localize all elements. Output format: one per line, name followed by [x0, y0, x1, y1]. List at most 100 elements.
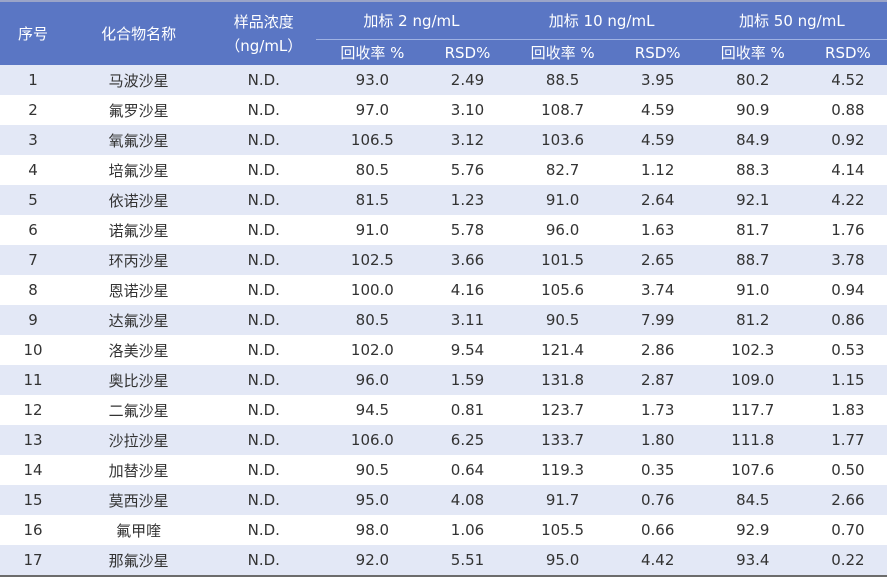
cell-index: 11	[0, 365, 67, 395]
cell-compound-name: 加替沙星	[66, 455, 212, 485]
cell-rsd-50: 0.86	[808, 305, 887, 335]
cell-recovery-10: 121.4	[506, 335, 619, 365]
cell-compound-name: 达氟沙星	[66, 305, 212, 335]
header-concentration: 样品浓度 （ng/mL）	[211, 2, 317, 65]
cell-rsd-2: 3.10	[428, 95, 507, 125]
cell-concentration: N.D.	[211, 365, 317, 395]
cell-recovery-50: 92.1	[696, 185, 809, 215]
cell-index: 1	[0, 65, 67, 95]
cell-recovery-10: 108.7	[506, 95, 619, 125]
cell-recovery-10: 101.5	[506, 245, 619, 275]
cell-rsd-50: 0.94	[808, 275, 887, 305]
cell-recovery-50: 88.3	[696, 155, 809, 185]
table-header: 序号 化合物名称 样品浓度 （ng/mL） 加标 2 ng/mL 加标 10 n…	[0, 2, 887, 65]
cell-recovery-2: 97.0	[316, 95, 429, 125]
cell-recovery-10: 95.0	[506, 545, 619, 577]
cell-rsd-2: 1.06	[428, 515, 507, 545]
cell-rsd-10: 3.74	[618, 275, 697, 305]
cell-rsd-2: 1.59	[428, 365, 507, 395]
cell-recovery-2: 80.5	[316, 305, 429, 335]
cell-rsd-2: 3.66	[428, 245, 507, 275]
cell-rsd-50: 0.92	[808, 125, 887, 155]
cell-recovery-10: 91.0	[506, 185, 619, 215]
cell-rsd-50: 0.88	[808, 95, 887, 125]
cell-rsd-50: 0.70	[808, 515, 887, 545]
header-group-50: 加标 50 ng/mL	[696, 2, 887, 40]
cell-rsd-2: 9.54	[428, 335, 507, 365]
cell-compound-name: 那氟沙星	[66, 545, 212, 577]
cell-recovery-50: 111.8	[696, 425, 809, 455]
cell-compound-name: 奥比沙星	[66, 365, 212, 395]
cell-recovery-10: 96.0	[506, 215, 619, 245]
header-concentration-line1: 样品浓度	[233, 12, 294, 31]
header-rsd-2: RSD%	[428, 39, 507, 65]
cell-rsd-50: 4.52	[808, 65, 887, 95]
cell-rsd-50: 3.78	[808, 245, 887, 275]
cell-rsd-2: 5.76	[428, 155, 507, 185]
cell-rsd-10: 1.80	[618, 425, 697, 455]
cell-rsd-10: 4.42	[618, 545, 697, 577]
cell-recovery-2: 91.0	[316, 215, 429, 245]
cell-rsd-50: 1.83	[808, 395, 887, 425]
cell-rsd-50: 2.66	[808, 485, 887, 515]
cell-recovery-2: 100.0	[316, 275, 429, 305]
cell-recovery-2: 90.5	[316, 455, 429, 485]
header-concentration-line2: （ng/mL）	[225, 36, 303, 55]
cell-concentration: N.D.	[211, 545, 317, 577]
cell-rsd-10: 2.87	[618, 365, 697, 395]
table-row: 8 恩诺沙星 N.D. 100.0 4.16 105.6 3.74 91.0 0.94	[0, 275, 887, 305]
cell-rsd-10: 2.86	[618, 335, 697, 365]
cell-compound-name: 洛美沙星	[66, 335, 212, 365]
cell-recovery-10: 103.6	[506, 125, 619, 155]
header-recovery-10: 回收率 %	[506, 39, 619, 65]
cell-concentration: N.D.	[211, 155, 317, 185]
header-group-10: 加标 10 ng/mL	[506, 2, 697, 40]
header-recovery-2: 回收率 %	[316, 39, 429, 65]
cell-compound-name: 依诺沙星	[66, 185, 212, 215]
cell-recovery-10: 90.5	[506, 305, 619, 335]
cell-concentration: N.D.	[211, 455, 317, 485]
header-rsd-10: RSD%	[618, 39, 697, 65]
cell-compound-name: 沙拉沙星	[66, 425, 212, 455]
cell-rsd-50: 0.22	[808, 545, 887, 577]
cell-rsd-10: 7.99	[618, 305, 697, 335]
cell-concentration: N.D.	[211, 305, 317, 335]
cell-recovery-2: 93.0	[316, 65, 429, 95]
cell-recovery-50: 102.3	[696, 335, 809, 365]
cell-index: 15	[0, 485, 67, 515]
cell-index: 2	[0, 95, 67, 125]
cell-concentration: N.D.	[211, 125, 317, 155]
table-row: 11 奥比沙星 N.D. 96.0 1.59 131.8 2.87 109.0 1.15	[0, 365, 887, 395]
cell-index: 3	[0, 125, 67, 155]
cell-recovery-50: 88.7	[696, 245, 809, 275]
table-row: 14 加替沙星 N.D. 90.5 0.64 119.3 0.35 107.6 0.50	[0, 455, 887, 485]
cell-recovery-10: 119.3	[506, 455, 619, 485]
cell-rsd-50: 1.77	[808, 425, 887, 455]
cell-recovery-50: 81.7	[696, 215, 809, 245]
cell-recovery-10: 91.7	[506, 485, 619, 515]
cell-rsd-2: 1.23	[428, 185, 507, 215]
top-border	[0, 0, 887, 2]
cell-compound-name: 氧氟沙星	[66, 125, 212, 155]
cell-rsd-50: 4.22	[808, 185, 887, 215]
cell-rsd-2: 2.49	[428, 65, 507, 95]
cell-compound-name: 环丙沙星	[66, 245, 212, 275]
cell-index: 17	[0, 545, 67, 577]
cell-rsd-10: 0.35	[618, 455, 697, 485]
cell-recovery-2: 95.0	[316, 485, 429, 515]
cell-index: 13	[0, 425, 67, 455]
cell-index: 8	[0, 275, 67, 305]
cell-recovery-50: 81.2	[696, 305, 809, 335]
cell-rsd-10: 2.65	[618, 245, 697, 275]
cell-recovery-50: 91.0	[696, 275, 809, 305]
cell-rsd-2: 0.81	[428, 395, 507, 425]
cell-concentration: N.D.	[211, 485, 317, 515]
table-row: 3 氧氟沙星 N.D. 106.5 3.12 103.6 4.59 84.9 0.92	[0, 125, 887, 155]
header-compound-name: 化合物名称	[66, 2, 212, 65]
cell-concentration: N.D.	[211, 95, 317, 125]
header-index: 序号	[0, 2, 67, 65]
cell-recovery-50: 92.9	[696, 515, 809, 545]
cell-index: 4	[0, 155, 67, 185]
cell-rsd-10: 4.59	[618, 125, 697, 155]
